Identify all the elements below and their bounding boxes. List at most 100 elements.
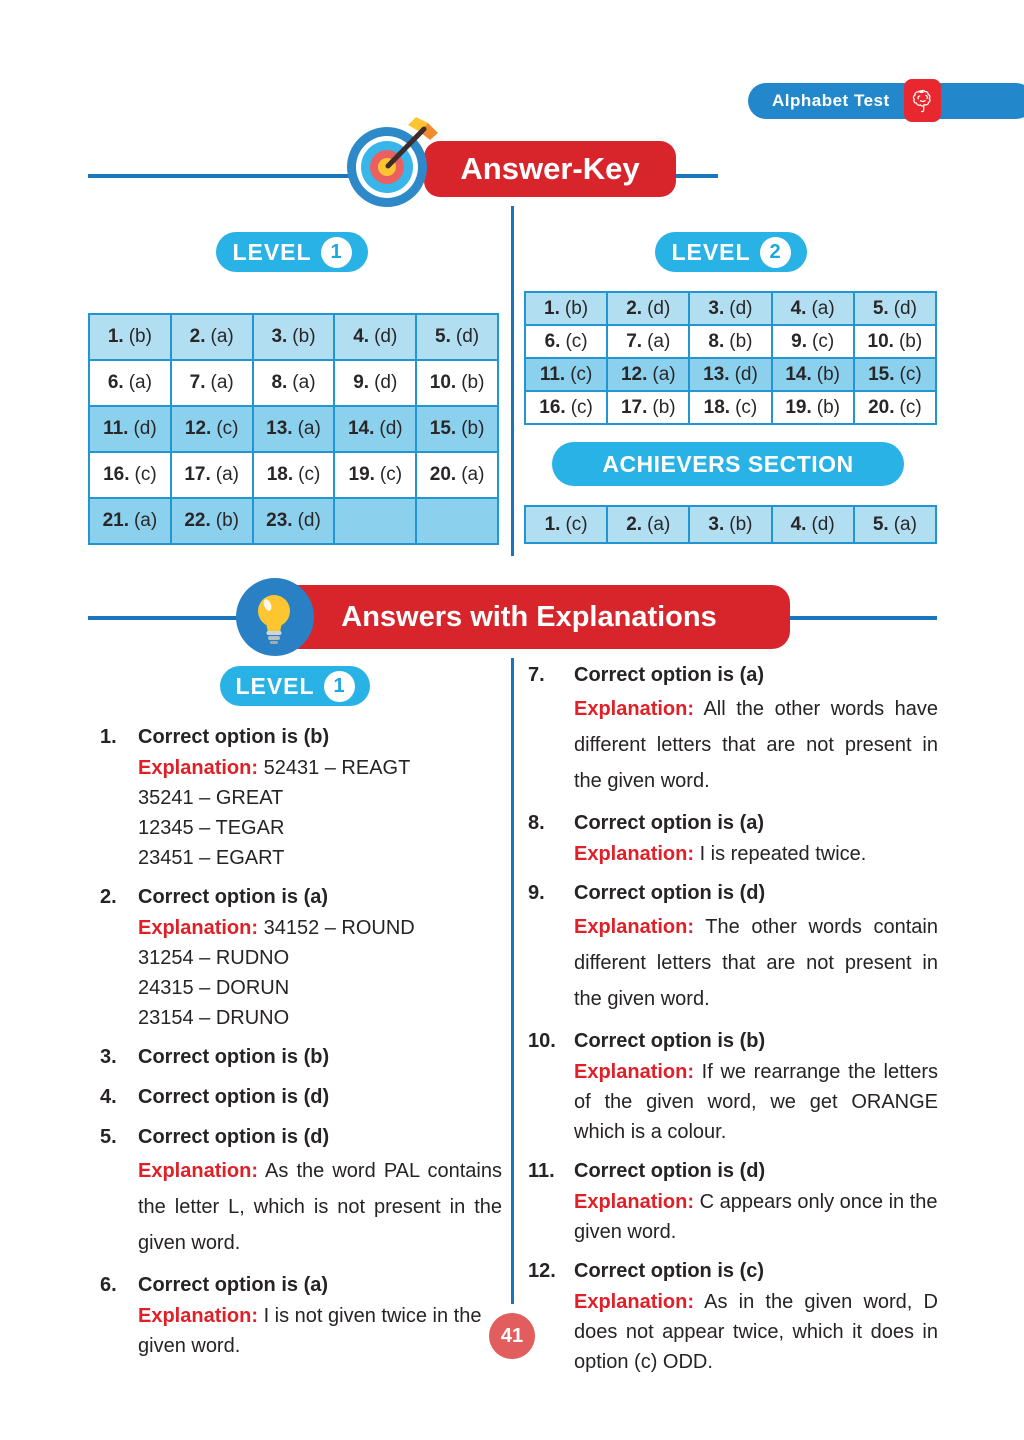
- answer-cell: 2. (a): [606, 505, 691, 544]
- explanation-list-line: 24315 – DORUN: [138, 977, 290, 999]
- explanation-item-number: 11.: [528, 1160, 555, 1182]
- explanation-item-body: Correct option is (d) Explanation: C appe…: [574, 1156, 938, 1247]
- answer-option: (b): [729, 513, 753, 535]
- answer-option: (d): [734, 363, 758, 385]
- question-number: 12.: [620, 363, 648, 385]
- answer-option: (a): [133, 510, 158, 531]
- answer-cell: 1. (b): [523, 291, 609, 326]
- explanations-left-column: 1. Correct option is (b) Explanation: 5243…: [100, 722, 502, 1370]
- answer-option: (a): [297, 418, 321, 439]
- explanation-label: Explanation:: [574, 698, 695, 720]
- answer-cell: 3. (b): [688, 505, 773, 544]
- explanation-item-body: Correct option is (a) Explanation: I is r…: [574, 808, 938, 869]
- answer-row: 11. (c) 12. (a) 13. (d) 14. (b) 15. (c): [523, 357, 938, 392]
- answer-row: 16. (c) 17. (b) 18. (c) 19. (b) 20. (c): [523, 390, 938, 425]
- question-number: 8.: [708, 330, 725, 352]
- question-number: 14.: [347, 418, 375, 439]
- answer-cell: 18. (c): [251, 451, 336, 499]
- question-number: 11.: [539, 363, 566, 385]
- explanation-paragraph: Explanation: The other words contain dif…: [574, 916, 938, 1010]
- explanation-paragraph: Explanation: As the word PAL contains th…: [138, 1160, 502, 1254]
- explanation-list-line: 35241 – GREAT: [138, 787, 284, 809]
- answer-key-column-divider: [511, 206, 514, 556]
- explanation-item-number: 4.: [100, 1086, 117, 1108]
- answer-option: (c): [899, 363, 922, 385]
- level1-number-circle: 1: [320, 236, 352, 268]
- answer-cell: 4. (d): [333, 313, 418, 361]
- answer-cell: 2. (d): [606, 291, 691, 326]
- answer-cell: 6. (a): [88, 359, 172, 407]
- explanation-item-body: Correct option is (a) Explanation: I is n…: [138, 1270, 502, 1361]
- answer-option: (a): [811, 297, 835, 319]
- explanation-item-body: Correct option is (d): [138, 1082, 502, 1113]
- level2-answer-table: 1. (b) 2. (d) 3. (d) 4. (a) 5. (d) 6. (c) 7. (a) 8. (b)…: [523, 291, 938, 425]
- answer-row: 1. (c) 2. (a) 3. (b) 4. (d) 5. (a): [523, 505, 938, 544]
- answer-cell: 6. (c): [523, 324, 609, 359]
- answer-option: (a): [210, 372, 234, 393]
- answer-cell: 14. (b): [770, 357, 855, 392]
- question-number: 14.: [785, 363, 812, 385]
- answer-cell: [415, 497, 499, 545]
- explanation-paragraph: Explanation: I is not given twice in the…: [138, 1305, 482, 1357]
- correct-option-heading: Correct option is (a): [574, 812, 765, 834]
- explanation-paragraph: Explanation: I is repeated twice.: [574, 843, 867, 865]
- level1-badge: LEVEL 1: [216, 232, 368, 272]
- answer-option: (d): [729, 297, 753, 319]
- question-number: 10.: [429, 372, 457, 393]
- explanation-label: Explanation:: [574, 1291, 695, 1313]
- question-number: 5.: [435, 326, 451, 347]
- answer-cell: 5. (a): [852, 505, 938, 544]
- explanation-paragraph: Explanation: All the other words have di…: [574, 698, 938, 792]
- answer-option: (a): [652, 363, 676, 385]
- answer-cell: 21. (a): [88, 497, 172, 545]
- explanation-item: 1. Correct option is (b) Explanation: 5243…: [100, 722, 502, 873]
- level2-number-circle: 2: [759, 236, 791, 268]
- explanation-label: Explanation:: [138, 917, 259, 939]
- explanations-level1-badge: LEVEL 1: [220, 666, 370, 706]
- question-number: 8.: [271, 372, 288, 393]
- answer-row: 6. (a) 7. (a) 8. (a) 9. (d) 10. (b): [88, 359, 499, 407]
- answer-option: (c): [216, 418, 239, 439]
- answer-cell: 13. (d): [688, 357, 773, 392]
- lightbulb-icon-glyph: [236, 578, 314, 656]
- explanation-item-number: 9.: [528, 882, 545, 904]
- explanation-item-body: Correct option is (d) Explanation: As the…: [138, 1122, 502, 1261]
- answer-option: (d): [379, 418, 403, 439]
- explanation-item: 8. Correct option is (a) Explanation: I is…: [528, 808, 938, 869]
- explanation-item: 5. Correct option is (d) Explanation: As t…: [100, 1122, 502, 1261]
- answer-option: (b): [816, 396, 840, 418]
- question-number: 3.: [708, 297, 725, 319]
- answer-option: (b): [564, 297, 589, 319]
- question-number: 2.: [626, 513, 643, 535]
- answer-row: 1. (b) 2. (d) 3. (d) 4. (a) 5. (d): [523, 291, 938, 326]
- level2-badge: LEVEL 2: [655, 232, 807, 272]
- explanation-item: 6. Correct option is (a) Explanation: I is…: [100, 1270, 502, 1361]
- answer-cell: 2. (a): [169, 313, 254, 361]
- explanation-paragraph: Explanation: 34152 – ROUND: [138, 917, 415, 939]
- answer-option: (a): [292, 372, 316, 393]
- explanation-label: Explanation:: [574, 1061, 695, 1083]
- answer-cell: 9. (c): [770, 324, 855, 359]
- answer-option: (d): [647, 297, 671, 319]
- answer-key-title: Answer-Key: [460, 151, 640, 186]
- answer-cell: 17. (a): [169, 451, 254, 499]
- question-number: 16.: [103, 464, 130, 485]
- answer-cell: 11. (d): [88, 405, 172, 453]
- question-number: 4.: [790, 513, 807, 535]
- explanation-label: Explanation:: [138, 1305, 259, 1327]
- answer-option: (d): [455, 326, 480, 347]
- explanation-label: Explanation:: [574, 843, 695, 865]
- answer-option: (c): [570, 363, 593, 385]
- answer-option: (a): [893, 513, 917, 535]
- question-number: 18.: [266, 464, 294, 485]
- explanation-item: 4. Correct option is (d): [100, 1082, 502, 1113]
- question-number: 1.: [544, 297, 560, 319]
- answer-cell: 14. (d): [333, 405, 418, 453]
- question-number: 7.: [626, 330, 643, 352]
- target-icon-glyph: [347, 117, 438, 207]
- question-number: 11.: [103, 418, 129, 439]
- explanation-item-body: Correct option is (c) Explanation: As in …: [574, 1256, 938, 1377]
- answer-option: (c): [735, 396, 758, 418]
- answer-option: (c): [899, 396, 922, 418]
- explanation-item: 10. Correct option is (b) Explanation: If …: [528, 1026, 938, 1147]
